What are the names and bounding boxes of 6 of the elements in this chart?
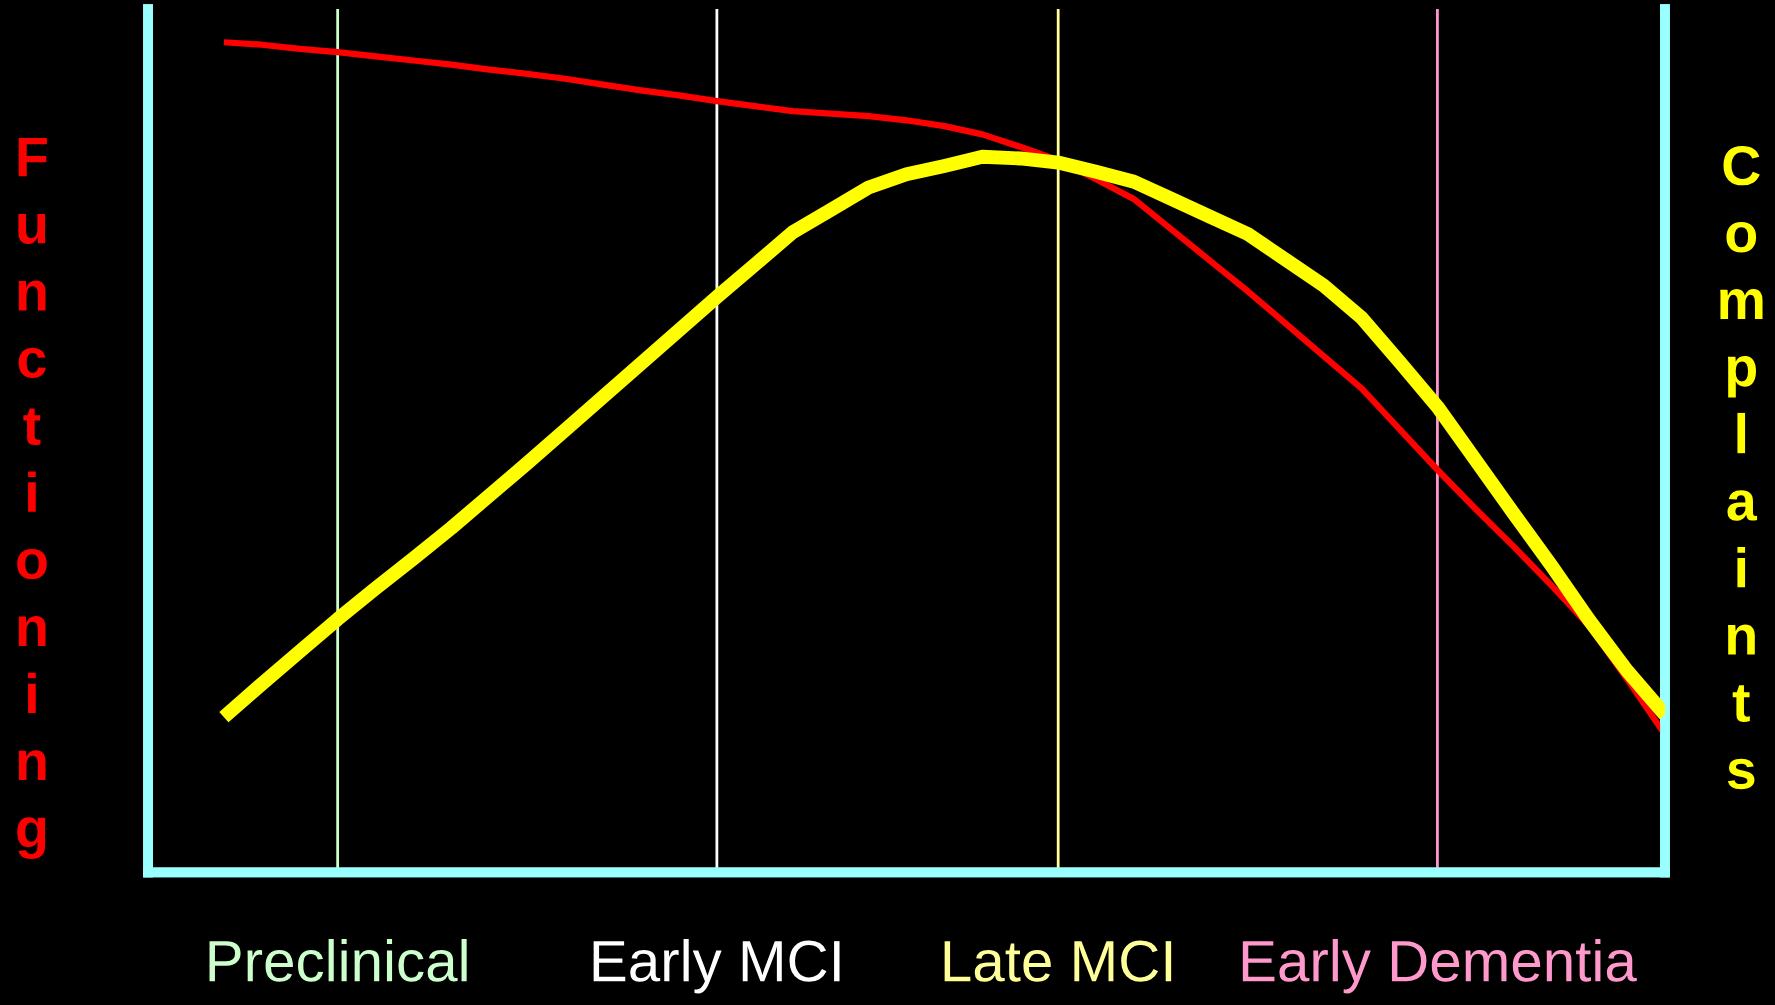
- text: Complaints: [1720, 146, 1763, 790]
- x-tick-label: Preclinical: [209, 939, 467, 982]
- x-tick-label: Early Dementia: [1242, 939, 1637, 994]
- x-tick-label: Late MCI: [944, 940, 1172, 982]
- x-tick-label: Early MCI: [593, 939, 840, 994]
- text: Functioning: [17, 138, 47, 859]
